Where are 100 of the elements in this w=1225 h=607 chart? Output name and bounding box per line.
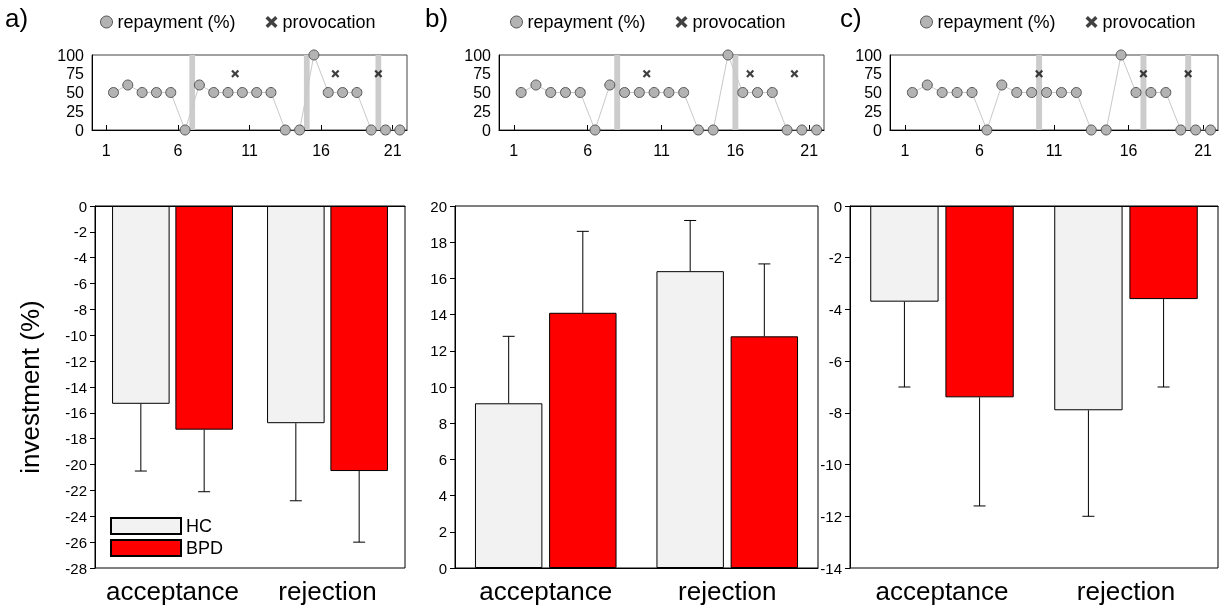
y-tick-label: -22 bbox=[65, 481, 87, 499]
y-tick-label: 100 bbox=[57, 46, 85, 64]
point bbox=[707, 124, 719, 136]
point bbox=[589, 124, 601, 136]
x-tick-label: 11 bbox=[1045, 141, 1063, 159]
point bbox=[1205, 124, 1217, 136]
y-tick-label: 8 bbox=[438, 414, 447, 432]
legend-label: provocation bbox=[1102, 12, 1196, 32]
point bbox=[374, 69, 383, 78]
y-tick-label: -24 bbox=[65, 507, 87, 525]
x-tick-label: rejection bbox=[1076, 576, 1176, 606]
y-tick-label: 4 bbox=[438, 487, 447, 505]
point bbox=[951, 87, 963, 98]
point bbox=[294, 124, 306, 136]
y-axis-title: investment (%) bbox=[15, 300, 45, 474]
point bbox=[737, 87, 749, 98]
point bbox=[279, 124, 291, 136]
y-tick-label: 20 bbox=[430, 197, 447, 215]
point bbox=[996, 79, 1008, 91]
point bbox=[642, 69, 651, 78]
point bbox=[1041, 87, 1053, 98]
x-tick-label: 11 bbox=[653, 141, 670, 159]
x-tick-label: 11 bbox=[241, 141, 258, 159]
x-tick-label: 16 bbox=[312, 141, 331, 159]
point bbox=[633, 87, 645, 98]
point bbox=[1115, 49, 1127, 61]
x-tick-label: 1 bbox=[509, 141, 519, 159]
chart-title: c) bbox=[840, 3, 862, 33]
y-tick-label: 0 bbox=[75, 121, 85, 139]
point bbox=[1184, 69, 1193, 78]
x-tick-label: acceptance bbox=[106, 576, 239, 606]
y-tick-label: -12 bbox=[820, 507, 842, 525]
point bbox=[337, 87, 349, 98]
y-tick-label: 0 bbox=[438, 559, 447, 577]
point bbox=[906, 87, 918, 98]
x-tick-label: 6 bbox=[173, 141, 183, 159]
legend-label: provocation bbox=[692, 12, 786, 32]
point bbox=[331, 69, 340, 78]
y-tick-label: 100 bbox=[464, 46, 492, 64]
y-tick-label: 25 bbox=[66, 102, 85, 120]
point bbox=[1070, 87, 1082, 98]
point bbox=[766, 87, 778, 98]
point bbox=[722, 49, 734, 61]
y-tick-label: 0 bbox=[482, 121, 492, 139]
y-tick-label: -6 bbox=[828, 352, 842, 370]
point bbox=[1035, 69, 1044, 78]
point bbox=[559, 87, 571, 98]
y-tick-label: -16 bbox=[65, 404, 87, 422]
y-tick-label: -10 bbox=[820, 456, 842, 474]
x-tick-label: 16 bbox=[1119, 141, 1138, 159]
y-tick-label: -8 bbox=[828, 404, 842, 422]
point bbox=[107, 87, 119, 98]
y-tick-label: 75 bbox=[473, 65, 492, 83]
point bbox=[746, 69, 755, 78]
point bbox=[781, 124, 793, 136]
point bbox=[966, 87, 978, 98]
y-tick-label: 75 bbox=[864, 65, 883, 83]
y-tick-label: -2 bbox=[828, 249, 842, 267]
x-tick-label: rejection bbox=[278, 576, 377, 606]
y-tick-label: 50 bbox=[864, 84, 883, 101]
point bbox=[936, 87, 948, 98]
point bbox=[1011, 87, 1023, 98]
y-tick-label: -26 bbox=[65, 533, 87, 551]
y-tick-label: 75 bbox=[66, 65, 85, 83]
point bbox=[1130, 87, 1142, 98]
point bbox=[165, 87, 177, 98]
point bbox=[1190, 124, 1202, 136]
x-tick-label: 1 bbox=[101, 141, 111, 159]
legend-label: repayment (%) bbox=[117, 12, 236, 32]
point bbox=[380, 124, 392, 136]
point bbox=[351, 87, 363, 98]
legend-label: repayment (%) bbox=[937, 12, 1056, 32]
point bbox=[545, 87, 557, 98]
point bbox=[136, 87, 148, 98]
point bbox=[122, 79, 134, 91]
point bbox=[1175, 124, 1187, 136]
x-tick-label: acceptance bbox=[479, 576, 613, 606]
point bbox=[1085, 124, 1097, 136]
point bbox=[678, 87, 690, 98]
point bbox=[1139, 69, 1148, 78]
point bbox=[619, 87, 631, 98]
x-tick-label: 1 bbox=[900, 141, 910, 159]
y-tick-label: 100 bbox=[855, 46, 883, 64]
x-tick-label: 6 bbox=[583, 141, 593, 159]
y-tick-label: -8 bbox=[73, 300, 87, 318]
point bbox=[193, 79, 205, 91]
point bbox=[574, 87, 586, 98]
y-tick-label: 12 bbox=[430, 342, 447, 360]
y-tick-label: -6 bbox=[73, 275, 87, 293]
y-tick-label: 2 bbox=[438, 523, 447, 541]
y-tick-label: 14 bbox=[430, 306, 447, 324]
y-tick-label: 50 bbox=[66, 84, 85, 101]
y-tick-label: -28 bbox=[65, 559, 87, 577]
point bbox=[1026, 87, 1038, 98]
point bbox=[236, 87, 248, 98]
y-tick-label: -4 bbox=[828, 300, 842, 318]
y-tick-label: 0 bbox=[873, 121, 883, 139]
point bbox=[663, 87, 675, 98]
x-tick-label: rejection bbox=[678, 576, 777, 606]
point bbox=[179, 124, 191, 136]
